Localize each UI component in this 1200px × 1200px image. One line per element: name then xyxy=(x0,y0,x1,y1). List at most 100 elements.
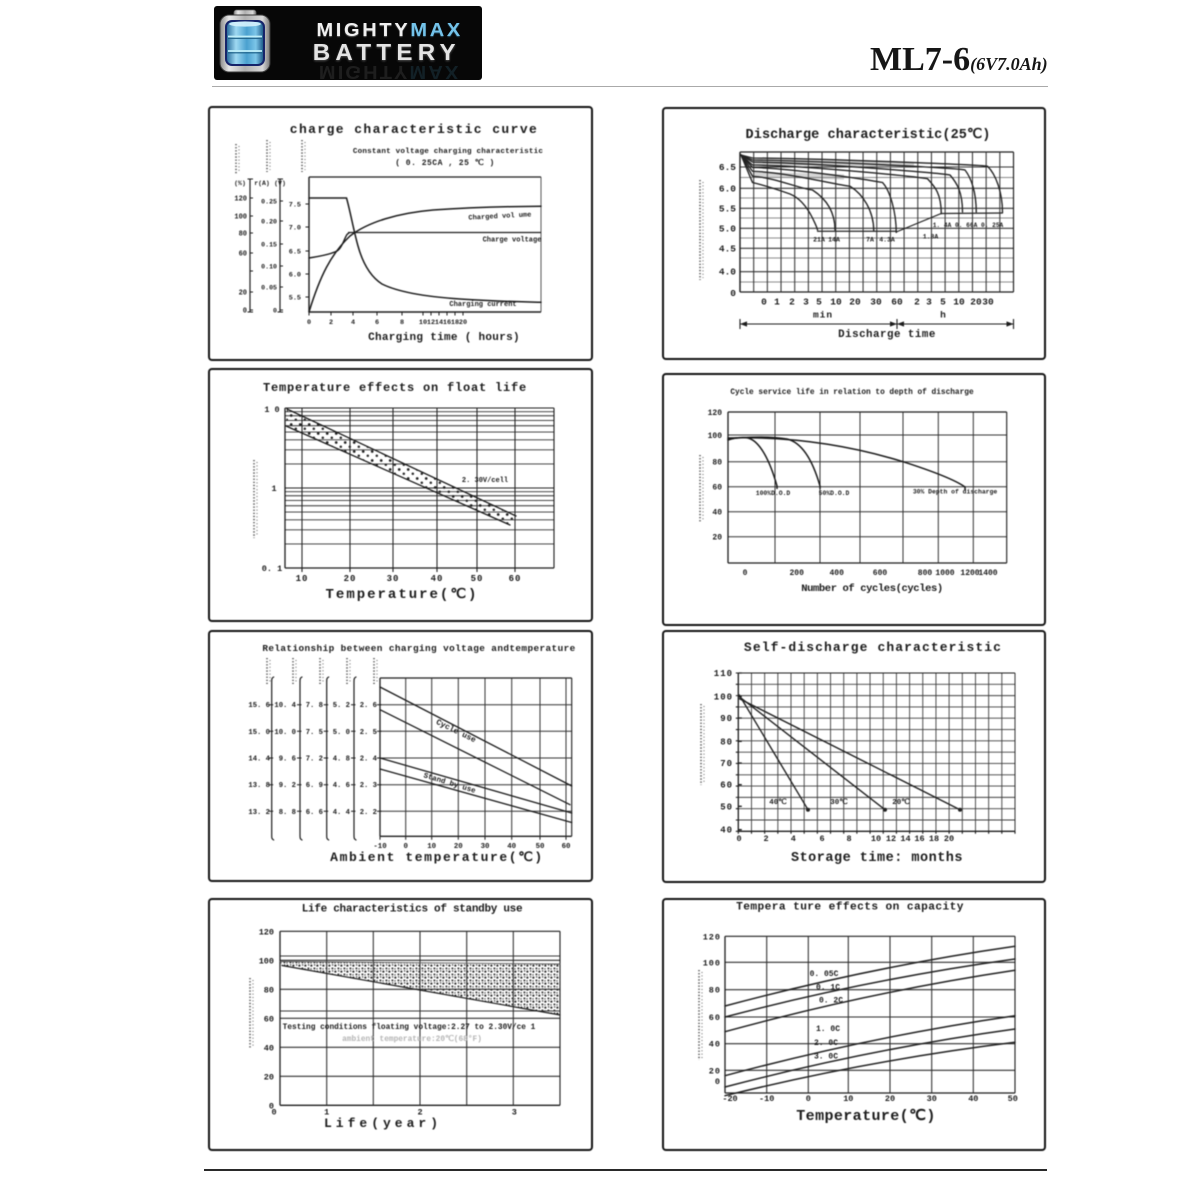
svg-text:10: 10 xyxy=(843,1094,853,1104)
svg-text:50: 50 xyxy=(536,843,545,851)
svg-text:80: 80 xyxy=(264,985,274,995)
svg-text:Testing conditions floating vo: Testing conditions floating voltage:2.27… xyxy=(283,1024,536,1032)
svg-text:14A: 14A xyxy=(828,237,840,244)
svg-text:Self-discharge characteristic: Self-discharge characteristic xyxy=(744,640,1002,655)
svg-text:8. 8: 8. 8 xyxy=(279,809,296,817)
svg-text:2. 5: 2. 5 xyxy=(360,729,377,737)
svg-text:60: 60 xyxy=(720,781,733,791)
svg-text:0.25: 0.25 xyxy=(261,199,277,206)
svg-text:9. 2: 9. 2 xyxy=(279,782,296,790)
svg-text:60: 60 xyxy=(709,1013,721,1023)
svg-text:50: 50 xyxy=(720,802,733,812)
svg-text:50: 50 xyxy=(1008,1094,1018,1104)
svg-text:1. 4A 0. 66A 0. 25A: 1. 4A 0. 66A 0. 25A xyxy=(933,222,1004,229)
svg-text:30: 30 xyxy=(927,1094,937,1104)
svg-text:4. 8: 4. 8 xyxy=(333,756,350,764)
svg-text:13. 8: 13. 8 xyxy=(248,782,270,790)
svg-text:30% Depth of discharge: 30% Depth of discharge xyxy=(913,489,998,496)
svg-text:1000: 1000 xyxy=(935,569,954,578)
svg-text:( 0. 25CA , 25 ℃ ): ( 0. 25CA , 25 ℃ ) xyxy=(395,158,495,168)
svg-text:40: 40 xyxy=(712,509,722,518)
svg-text:0. 05C: 0. 05C xyxy=(810,970,839,979)
svg-text:20: 20 xyxy=(459,319,467,327)
svg-text:7A: 7A xyxy=(866,237,874,244)
svg-text:Cycle service life in relation: Cycle service life in relation to depth … xyxy=(730,389,974,397)
svg-text:r(A): r(A) xyxy=(254,180,270,187)
svg-text:15. 6: 15. 6 xyxy=(248,702,270,710)
svg-text:14: 14 xyxy=(435,319,443,327)
svg-text:60: 60 xyxy=(509,574,522,584)
svg-text:18: 18 xyxy=(929,834,939,844)
svg-text:10. 4: 10. 4 xyxy=(274,702,296,710)
svg-text:Charge voltage: Charge voltage xyxy=(483,237,542,245)
svg-text:5.5: 5.5 xyxy=(289,295,301,303)
svg-text:80: 80 xyxy=(712,459,722,468)
svg-text:12: 12 xyxy=(427,319,435,327)
svg-text:Tempera ture effects on capaci: Tempera ture effects on capacity xyxy=(736,902,964,914)
svg-text:1 0: 1 0 xyxy=(264,405,279,415)
svg-text:5. 0: 5. 0 xyxy=(333,729,350,737)
svg-text:0: 0 xyxy=(269,1101,274,1111)
svg-text:5.0: 5.0 xyxy=(719,223,736,234)
svg-text:Discharge characteristic(25℃): Discharge characteristic(25℃) xyxy=(746,127,991,143)
svg-text:0: 0 xyxy=(743,569,748,578)
svg-text:4. 4: 4. 4 xyxy=(333,809,351,817)
svg-text:5.5: 5.5 xyxy=(719,203,736,214)
svg-text:80: 80 xyxy=(720,737,733,747)
svg-text:7. 8: 7. 8 xyxy=(306,702,323,710)
svg-text:10: 10 xyxy=(427,843,436,851)
svg-text:2. 2: 2. 2 xyxy=(360,809,377,817)
svg-text:20: 20 xyxy=(849,297,861,308)
svg-text:9. 6: 9. 6 xyxy=(279,756,296,764)
svg-text:20: 20 xyxy=(944,834,954,844)
svg-text:6.0: 6.0 xyxy=(289,272,301,280)
svg-text:0: 0 xyxy=(730,288,736,299)
svg-text:2. 30V/cell: 2. 30V/cell xyxy=(462,477,508,485)
svg-text:60: 60 xyxy=(891,297,903,308)
svg-text:0.10: 0.10 xyxy=(261,264,277,271)
svg-text:Relationship between charging: Relationship between charging voltage an… xyxy=(262,643,575,654)
svg-text:charge characteristic curve: charge characteristic curve xyxy=(290,122,538,137)
svg-text:Life(year): Life(year) xyxy=(324,1116,442,1131)
svg-text:h: h xyxy=(940,310,946,321)
svg-text:6.5: 6.5 xyxy=(289,249,301,257)
svg-text:4.5: 4.5 xyxy=(719,243,736,254)
svg-text:0: 0 xyxy=(271,1108,276,1118)
svg-text:0: 0 xyxy=(307,319,311,327)
svg-text:0: 0 xyxy=(273,308,277,315)
svg-text:-10: -10 xyxy=(759,1094,774,1104)
svg-text:20℃: 20℃ xyxy=(892,797,910,807)
svg-text:120: 120 xyxy=(259,927,274,937)
svg-text:0. 2C: 0. 2C xyxy=(819,997,843,1006)
svg-text:4. 6: 4. 6 xyxy=(333,782,350,790)
svg-text:8: 8 xyxy=(846,834,851,844)
svg-text:100: 100 xyxy=(703,958,721,968)
svg-text:Storage time: months: Storage time: months xyxy=(791,851,963,866)
svg-text:6. 6: 6. 6 xyxy=(306,809,323,817)
svg-text:0: 0 xyxy=(403,843,408,851)
svg-text:7.0: 7.0 xyxy=(289,225,301,233)
svg-text:2: 2 xyxy=(763,834,768,844)
svg-text:3: 3 xyxy=(512,1108,517,1118)
svg-text:40: 40 xyxy=(709,1040,721,1050)
svg-text:6. 9: 6. 9 xyxy=(306,782,323,790)
svg-text:5: 5 xyxy=(940,297,946,308)
svg-text:60: 60 xyxy=(562,843,571,851)
svg-text:6.0: 6.0 xyxy=(719,183,736,194)
svg-text:Ambient temperature(℃): Ambient temperature(℃) xyxy=(330,850,544,865)
svg-text:60: 60 xyxy=(264,1014,274,1024)
svg-text:1400: 1400 xyxy=(978,569,997,578)
svg-text:13. 2: 13. 2 xyxy=(248,809,270,817)
svg-text:21A: 21A xyxy=(813,237,825,244)
svg-text:80: 80 xyxy=(709,986,721,996)
svg-text:4.3A: 4.3A xyxy=(879,237,895,244)
svg-text:Discharge time: Discharge time xyxy=(838,329,936,341)
svg-text:6: 6 xyxy=(819,834,824,844)
svg-text:min: min xyxy=(813,310,833,321)
svg-text:0. 1: 0. 1 xyxy=(262,564,282,574)
svg-text:3: 3 xyxy=(926,297,932,308)
svg-text:60: 60 xyxy=(712,484,722,493)
svg-text:40: 40 xyxy=(507,843,516,851)
svg-text:8: 8 xyxy=(400,319,404,327)
svg-text:4: 4 xyxy=(791,834,796,844)
